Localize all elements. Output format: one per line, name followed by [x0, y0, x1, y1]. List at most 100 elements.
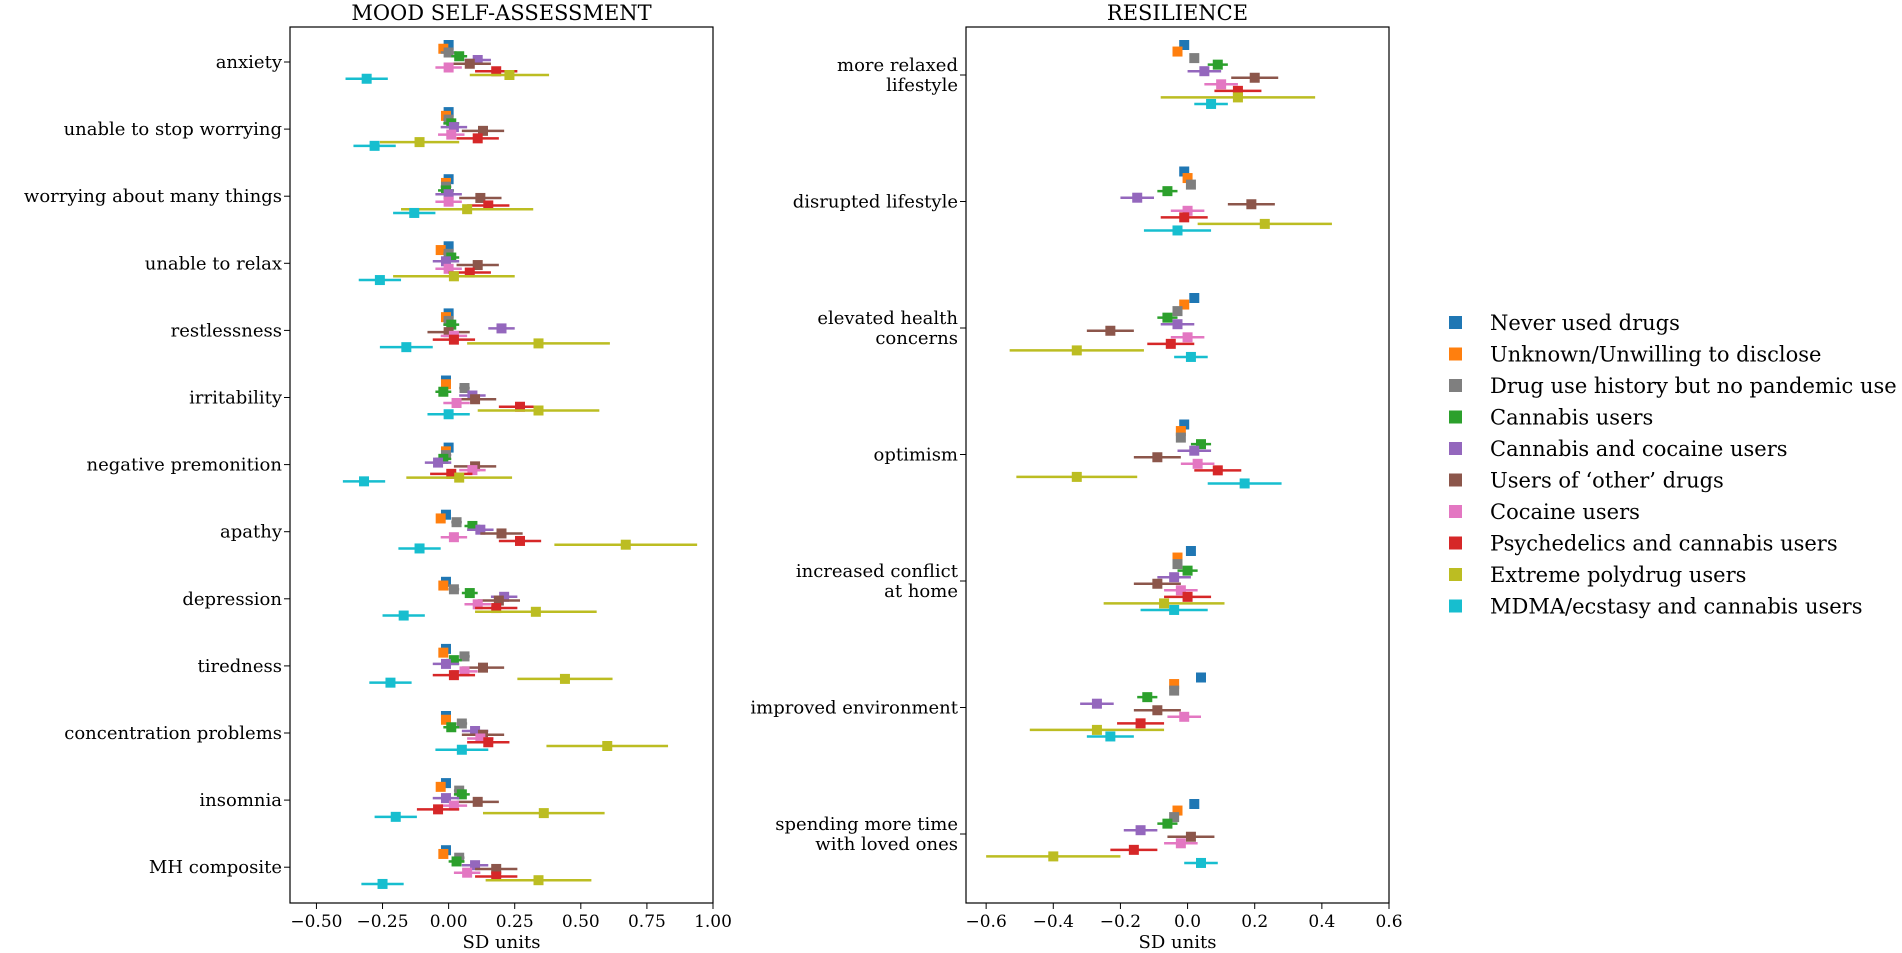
panel1-extreme-polydrug-users-point: [602, 741, 613, 751]
panel1-cocaine-users-point: [462, 867, 473, 878]
panel2-mdma-ecstasy-and-cannabis-users-point: [1172, 225, 1183, 236]
panel1-category-label: apathy: [220, 522, 283, 543]
panel2-users-of-other-drugs-point: [1152, 578, 1163, 589]
legend-swatch-users-of-other-drugs: [1449, 473, 1462, 487]
panel1-drug-use-history-but-no-pandemic-use-point: [459, 651, 470, 662]
panel2-never-used-drugs-point: [1179, 419, 1190, 430]
panel1-drug-use-history-but-no-pandemic-use-point: [443, 47, 454, 58]
panel1-never-used-drugs-point: [443, 241, 454, 252]
panel1-never-used-drugs-point: [440, 778, 451, 789]
panel1-xtick-label: −0.25: [356, 912, 408, 932]
panel2-cannabis-users-point: [1182, 565, 1193, 576]
panel2-users-of-other-drugs-point: [1152, 705, 1163, 716]
panel1-cannabis-and-cocaine-users-point: [470, 726, 481, 736]
panel1-drug-use-history-but-no-pandemic-use-point: [456, 718, 467, 729]
panel1-xtick-label: 0.75: [628, 912, 666, 932]
legend-label-unknown-unwilling-to-disclose: Unknown/Unwilling to disclose: [1490, 343, 1821, 367]
panel1-mdma-ecstasy-and-cannabis-users-point: [361, 73, 372, 84]
panel2-extreme-polydrug-users-point: [1091, 724, 1102, 735]
legend-swatch-drug-use-history-but-no-pandemic-use: [1449, 379, 1462, 392]
panel2-never-used-drugs-point: [1179, 40, 1190, 50]
panel2-xtick-label: 0.6: [1375, 912, 1402, 932]
panel1-drug-use-history-but-no-pandemic-use-point: [448, 584, 459, 595]
panel2-cannabis-and-cocaine-users-point: [1091, 698, 1102, 709]
panel1-category-label: depression: [182, 589, 282, 610]
panel2-mdma-ecstasy-and-cannabis-users-point: [1239, 478, 1250, 489]
panel2-mdma-ecstasy-and-cannabis-users-point: [1206, 98, 1217, 109]
panel2-unknown-unwilling-to-disclose-point: [1169, 679, 1180, 690]
panel1-psychedelics-and-cannabis-users-point: [515, 535, 526, 546]
panel2-cannabis-users-point: [1196, 439, 1206, 450]
panel1-mdma-ecstasy-and-cannabis-users-point: [409, 207, 420, 218]
legend-label-cannabis-and-cocaine-users: Cannabis and cocaine users: [1490, 437, 1788, 461]
panel1-unknown-unwilling-to-disclose-point: [435, 781, 446, 792]
panel1-extreme-polydrug-users-point: [454, 472, 465, 483]
panel2-users-of-other-drugs-point: [1152, 452, 1163, 463]
panel2-users-of-other-drugs-point: [1105, 325, 1116, 336]
panel2-unknown-unwilling-to-disclose-point: [1179, 299, 1190, 310]
panel1-extreme-polydrug-users-point: [533, 338, 544, 349]
panel1-users-of-other-drugs-point: [472, 796, 483, 807]
legend-swatch-cannabis-users: [1449, 410, 1462, 424]
panel1-psychedelics-and-cannabis-users-point: [464, 267, 475, 278]
panel1-mdma-ecstasy-and-cannabis-users-point: [456, 744, 467, 755]
panel1-extreme-polydrug-users-point: [538, 808, 549, 819]
panel1-category-label: negative premonition: [87, 455, 283, 476]
panel2-mdma-ecstasy-and-cannabis-users-point: [1185, 351, 1196, 362]
legend-label-never-used-drugs: Never used drugs: [1490, 311, 1680, 335]
panel1-unknown-unwilling-to-disclose-point: [440, 379, 451, 390]
panel2-extreme-polydrug-users-point: [1071, 345, 1082, 356]
panel2-drug-use-history-but-no-pandemic-use-point: [1169, 685, 1180, 696]
panel1-category-label: anxiety: [216, 52, 283, 73]
panel2-drug-use-history-but-no-pandemic-use-point: [1169, 812, 1180, 823]
panel1-mdma-ecstasy-and-cannabis-users-point: [414, 543, 425, 554]
panel2-cannabis-and-cocaine-users-point: [1169, 572, 1180, 583]
panel1-psychedelics-and-cannabis-users-point: [446, 468, 457, 479]
panel2-extreme-polydrug-users-point: [1048, 851, 1059, 862]
panel1-extreme-polydrug-users-point: [504, 70, 515, 80]
legend-label-psychedelics-and-cannabis-users: Psychedelics and cannabis users: [1490, 532, 1838, 556]
panel1-category-label: unable to stop worrying: [64, 119, 282, 140]
panel1-psychedelics-and-cannabis-users-point: [472, 133, 483, 144]
panel1-psychedelics-and-cannabis-users-point: [483, 737, 494, 748]
panel1-cocaine-users-point: [448, 800, 459, 811]
panel2-cannabis-and-cocaine-users-point: [1172, 319, 1183, 330]
panel1-extreme-polydrug-users-point: [448, 271, 459, 282]
panel1-category-label: irritability: [189, 388, 283, 409]
panel2-extreme-polydrug-users-point: [1159, 598, 1170, 609]
panel1-cocaine-users-point: [448, 532, 459, 543]
legend-swatch-psychedelics-and-cannabis-users: [1449, 536, 1462, 550]
panel2-drug-use-history-but-no-pandemic-use-point: [1172, 559, 1183, 570]
panel1-cannabis-and-cocaine-users-point: [499, 591, 510, 602]
panel1-psychedelics-and-cannabis-users-point: [483, 200, 494, 211]
panel2-xtick-label: −0.6: [966, 912, 1007, 932]
panel1-unknown-unwilling-to-disclose-point: [438, 580, 449, 591]
panel2-psychedelics-and-cannabis-users-point: [1165, 338, 1176, 349]
legend: Never used drugs Unknown/Unwilling to dis…: [1449, 311, 1897, 619]
panel1-extreme-polydrug-users-point: [462, 204, 473, 215]
panel1-cannabis-and-cocaine-users-point: [475, 524, 486, 535]
panel1-psychedelics-and-cannabis-users-point: [491, 66, 502, 77]
panel1-unknown-unwilling-to-disclose-point: [435, 245, 446, 256]
panel1-extreme-polydrug-users-point: [530, 606, 541, 617]
panel2-xtick-label: 0.2: [1241, 912, 1268, 932]
panel1-cocaine-users-point: [443, 196, 454, 207]
legend-swatch-cannabis-and-cocaine-users: [1449, 442, 1462, 455]
panel1-category-label: MH composite: [149, 857, 282, 878]
panel1-users-of-other-drugs-point: [470, 394, 481, 405]
panel2-cannabis-users-point: [1212, 59, 1223, 70]
panel1-category-label: tiredness: [198, 656, 283, 677]
panel1-unknown-unwilling-to-disclose-point: [438, 848, 449, 859]
panel1-mdma-ecstasy-and-cannabis-users-point: [443, 409, 454, 420]
panel1-cannabis-and-cocaine-users-point: [470, 860, 481, 871]
panel1-psychedelics-and-cannabis-users-point: [491, 871, 502, 882]
panel1-psychedelics-and-cannabis-users-point: [448, 670, 459, 681]
panel1-title: MOOD SELF-ASSESSMENT: [351, 1, 651, 25]
panel1-users-of-other-drugs-point: [477, 125, 488, 136]
panel1-cocaine-users-point: [443, 263, 454, 274]
panel2-psychedelics-and-cannabis-users-point: [1135, 718, 1146, 729]
panel1-mdma-ecstasy-and-cannabis-users-point: [401, 342, 412, 353]
panel2-cannabis-users-point: [1162, 312, 1173, 323]
panel1-psychedelics-and-cannabis-users-point: [433, 804, 444, 815]
